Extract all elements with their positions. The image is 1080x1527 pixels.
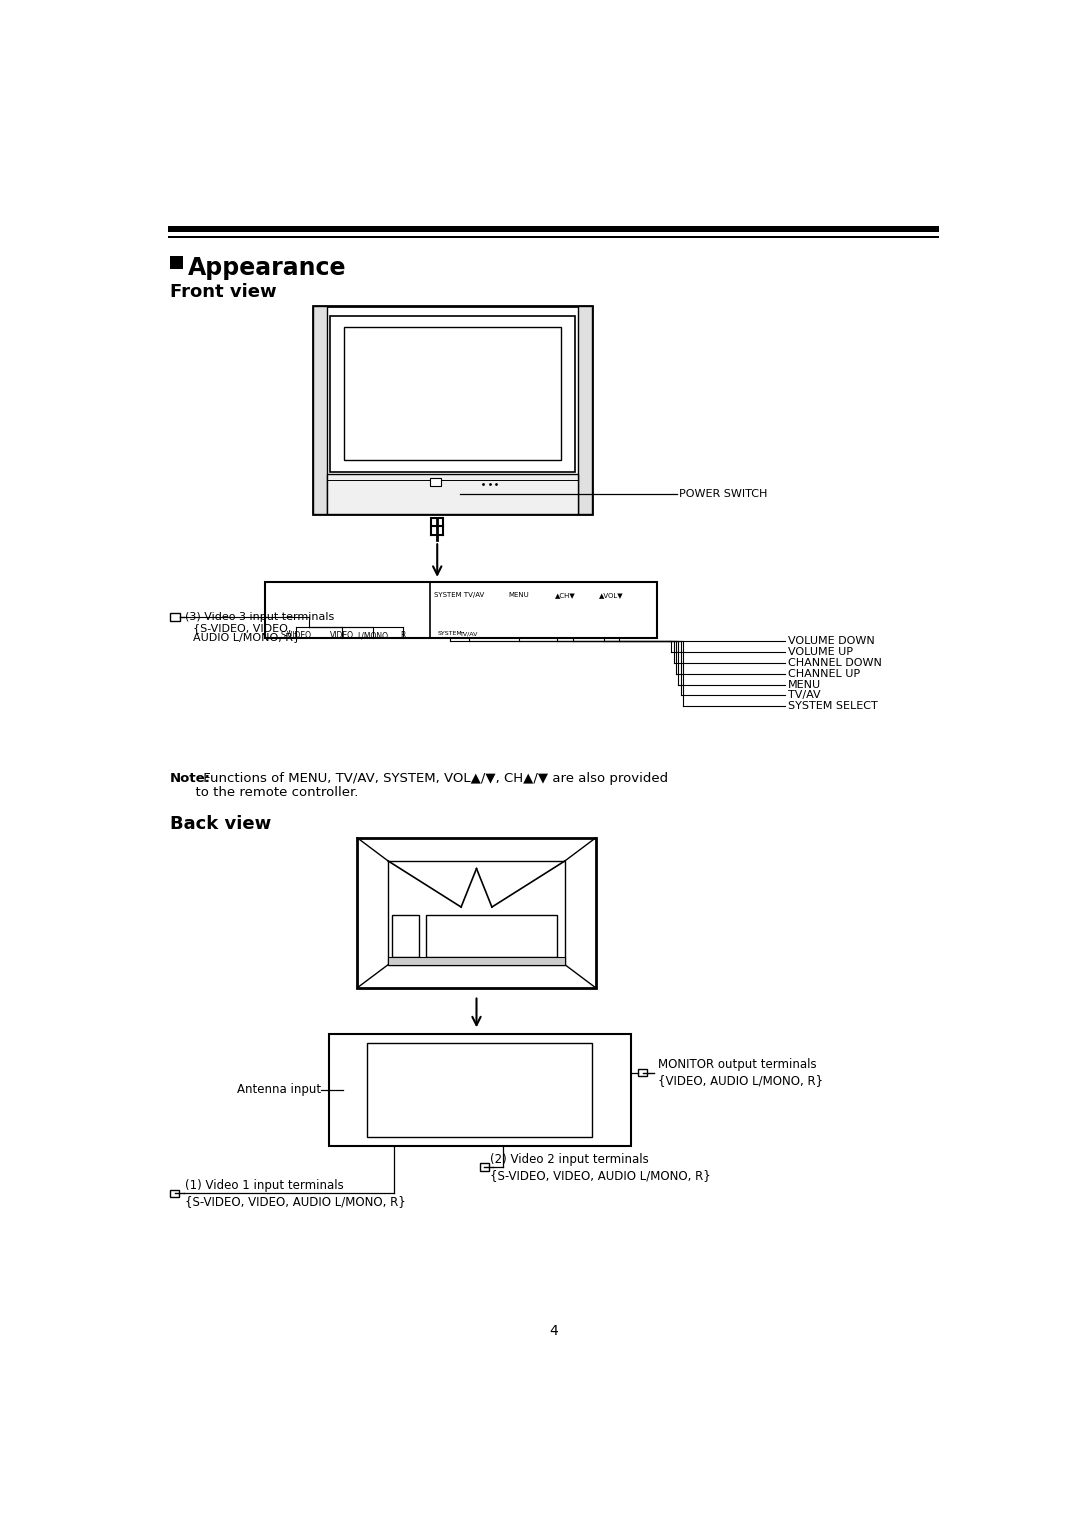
Circle shape: [485, 1107, 491, 1113]
Bar: [357, 838, 596, 988]
Circle shape: [334, 602, 350, 618]
Bar: [168, 226, 939, 232]
Circle shape: [567, 602, 579, 614]
Circle shape: [465, 1052, 477, 1064]
Bar: [430, 478, 441, 486]
Circle shape: [400, 606, 407, 614]
Bar: [388, 861, 565, 965]
Text: TV/AV: TV/AV: [460, 631, 478, 637]
Circle shape: [485, 1090, 491, 1096]
Bar: [480, 1164, 489, 1171]
Text: VOLUME DOWN: VOLUME DOWN: [788, 637, 875, 646]
Text: POWER SWITCH: POWER SWITCH: [679, 489, 768, 498]
Bar: [392, 915, 419, 957]
Text: CHANNEL DOWN: CHANNEL DOWN: [788, 658, 882, 667]
Circle shape: [343, 1083, 357, 1096]
Text: R: R: [401, 631, 406, 640]
Circle shape: [612, 602, 625, 614]
Circle shape: [465, 605, 472, 611]
Circle shape: [462, 602, 475, 614]
Bar: [313, 307, 592, 515]
Bar: [265, 582, 658, 638]
Circle shape: [468, 1090, 474, 1096]
Circle shape: [616, 605, 622, 611]
Circle shape: [482, 1086, 495, 1099]
Text: SYSTEM SELECT: SYSTEM SELECT: [788, 701, 878, 712]
Text: {S-VIDEO, VIDEO, AUDIO L/MONO, R}: {S-VIDEO, VIDEO, AUDIO L/MONO, R}: [186, 1196, 406, 1208]
Text: Functions of MENU, TV/AV, SYSTEM, VOL▲/▼, CH▲/▼ are also provided: Functions of MENU, TV/AV, SYSTEM, VOL▲/▼…: [200, 773, 669, 785]
Circle shape: [600, 605, 607, 611]
Text: MONITOR output terminals: MONITOR output terminals: [658, 1058, 816, 1070]
Bar: [330, 316, 575, 472]
Bar: [170, 1190, 179, 1197]
Text: ▲VOL▼: ▲VOL▼: [599, 592, 623, 599]
Circle shape: [485, 1072, 491, 1078]
Text: (3) Video 3 input terminals: (3) Video 3 input terminals: [186, 612, 335, 621]
Text: Front view: Front view: [170, 284, 276, 301]
Bar: [313, 307, 327, 515]
Circle shape: [338, 606, 346, 614]
Circle shape: [554, 605, 561, 611]
Circle shape: [482, 1052, 495, 1064]
Circle shape: [516, 605, 522, 611]
Text: S-VIDEO: S-VIDEO: [280, 631, 311, 640]
Text: AUDIO L/MONO, R}: AUDIO L/MONO, R}: [193, 632, 300, 643]
Circle shape: [551, 602, 564, 614]
Circle shape: [482, 1104, 495, 1116]
Bar: [638, 1069, 647, 1077]
Text: VIDEO: VIDEO: [329, 631, 354, 640]
Text: to the remote controller.: to the remote controller.: [170, 786, 359, 799]
Text: Note:: Note:: [170, 773, 211, 785]
Circle shape: [597, 602, 610, 614]
Text: ▲CH▼: ▲CH▼: [555, 592, 576, 599]
Bar: [388, 957, 565, 965]
Text: SYSTEM TV/AV: SYSTEM TV/AV: [434, 592, 484, 599]
Text: VOLUME UP: VOLUME UP: [788, 647, 853, 657]
Circle shape: [468, 1055, 474, 1061]
Text: {S-VIDEO, VIDEO,: {S-VIDEO, VIDEO,: [193, 623, 292, 632]
Text: (1) Video 1 input terminals: (1) Video 1 input terminals: [186, 1179, 345, 1193]
Bar: [328, 1034, 631, 1145]
Bar: [327, 475, 578, 515]
Circle shape: [364, 602, 381, 618]
Circle shape: [482, 1069, 495, 1081]
Text: 4: 4: [549, 1324, 558, 1338]
Circle shape: [444, 602, 456, 614]
Bar: [168, 235, 939, 238]
Bar: [170, 257, 184, 269]
Circle shape: [485, 1055, 491, 1061]
Circle shape: [569, 605, 576, 611]
Circle shape: [465, 1069, 477, 1081]
Circle shape: [468, 1072, 474, 1078]
Circle shape: [280, 594, 311, 625]
Circle shape: [465, 1086, 477, 1099]
Bar: [367, 1043, 592, 1136]
Circle shape: [395, 602, 411, 618]
Circle shape: [368, 606, 377, 614]
Bar: [345, 327, 562, 461]
Bar: [427, 915, 557, 957]
Circle shape: [285, 599, 307, 620]
Text: MENU: MENU: [509, 592, 529, 599]
Text: MENU: MENU: [788, 680, 822, 690]
Circle shape: [468, 1107, 474, 1113]
Text: Appearance: Appearance: [188, 257, 347, 281]
Text: {VIDEO, AUDIO L/MONO, R}: {VIDEO, AUDIO L/MONO, R}: [658, 1073, 823, 1087]
Bar: [170, 612, 180, 620]
Text: SYSTEM: SYSTEM: [437, 631, 462, 637]
Text: L/MONO: L/MONO: [357, 631, 388, 640]
Circle shape: [465, 1104, 477, 1116]
Text: Antenna input: Antenna input: [237, 1083, 321, 1096]
Text: Back view: Back view: [170, 814, 271, 832]
Text: TV/AV: TV/AV: [788, 690, 821, 701]
Bar: [578, 307, 592, 515]
Text: CHANNEL UP: CHANNEL UP: [788, 669, 861, 678]
Circle shape: [513, 602, 525, 614]
Circle shape: [446, 605, 453, 611]
Text: {S-VIDEO, VIDEO, AUDIO L/MONO, R}: {S-VIDEO, VIDEO, AUDIO L/MONO, R}: [490, 1168, 711, 1182]
Text: (2) Video 2 input terminals: (2) Video 2 input terminals: [490, 1153, 649, 1165]
